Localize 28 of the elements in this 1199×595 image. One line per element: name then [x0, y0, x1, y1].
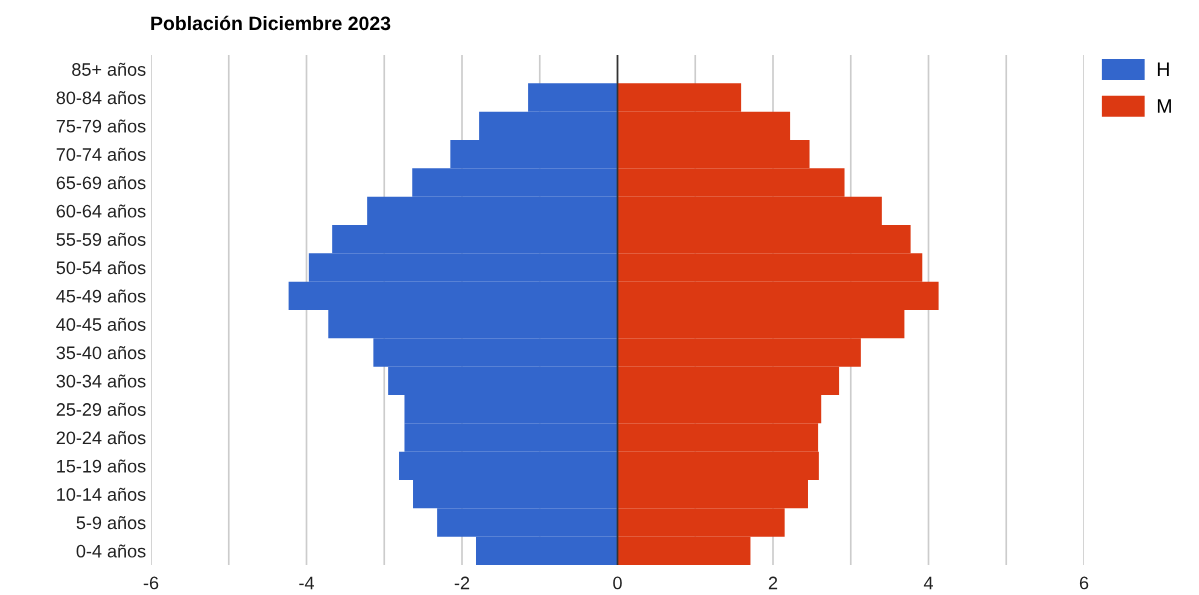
legend-label: M	[1157, 99, 1171, 113]
y-tick-label: 55-59 años	[56, 232, 146, 246]
y-tick-label: 0-4 años	[76, 544, 146, 558]
y-tick-label: 20-24 años	[56, 431, 146, 445]
y-tick-label: 70-74 años	[56, 147, 146, 161]
x-tick-label: -6	[143, 576, 159, 590]
x-tick-label: -2	[454, 576, 470, 590]
x-tick-label: 4	[923, 576, 933, 590]
y-tick-label: 25-29 años	[56, 402, 146, 416]
y-tick-label: 80-84 años	[56, 91, 146, 105]
y-tick-label: 75-79 años	[56, 119, 146, 133]
y-tick-label: 50-54 años	[56, 261, 146, 275]
y-tick-label: 45-49 años	[56, 289, 146, 303]
y-tick-label: 15-19 años	[57, 459, 146, 473]
y-tick-label: 85+ años	[72, 62, 146, 76]
y-tick-label: 5-9 años	[76, 516, 146, 530]
x-tick-label: -4	[299, 576, 314, 590]
y-tick-label: 40-45 años	[56, 317, 146, 331]
chart-title: Población Diciembre 2023	[151, 15, 391, 31]
y-tick-label: 30-34 años	[56, 374, 146, 388]
y-tick-label: 60-64 años	[56, 204, 146, 218]
x-tick-label: 6	[1079, 576, 1089, 590]
x-tick-label: 0	[613, 576, 622, 590]
y-tick-label: 10-14 años	[57, 487, 146, 501]
legend-label: H	[1157, 62, 1169, 76]
y-tick-label: 35-40 años	[56, 346, 146, 360]
x-tick-label: 2	[768, 576, 778, 590]
y-tick-label: 65-69 años	[56, 176, 146, 190]
